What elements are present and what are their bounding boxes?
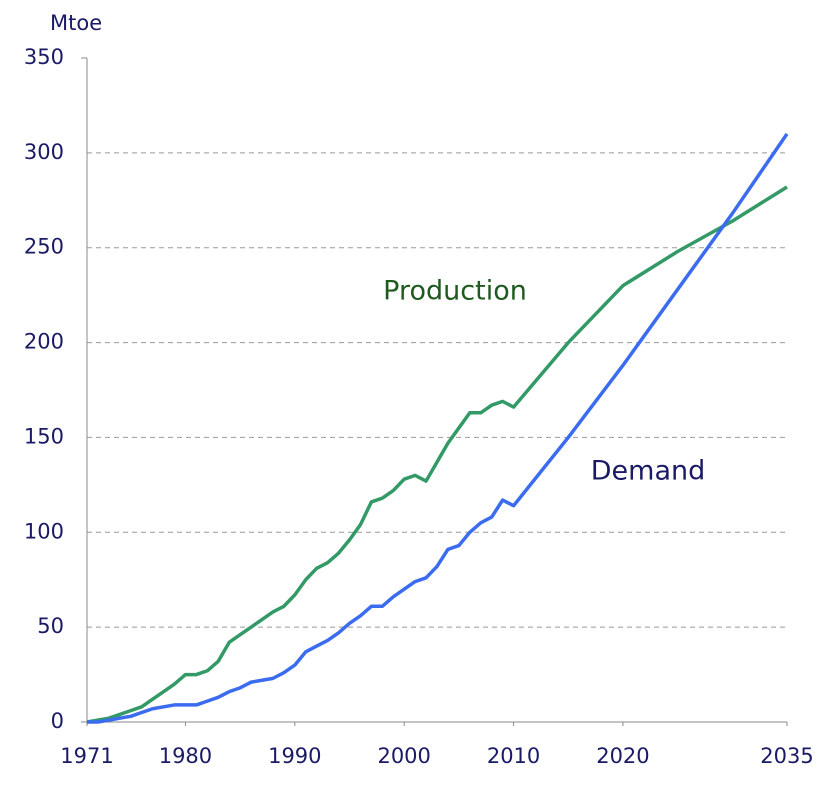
y-tick-label: 200 xyxy=(24,330,64,354)
y-tick-label: 250 xyxy=(24,235,64,259)
y-tick-label: 100 xyxy=(24,519,64,543)
series-line xyxy=(86,185,788,724)
y-tick-label: 350 xyxy=(24,45,64,69)
x-tick-label: 2010 xyxy=(487,744,540,768)
x-tick-label: 1980 xyxy=(159,744,212,768)
y-axis-label: Mtoe xyxy=(50,11,102,35)
y-tick-label: 50 xyxy=(37,614,64,638)
x-tick-label: 1990 xyxy=(268,744,321,768)
x-tick-label: 1971 xyxy=(60,744,113,768)
series-line xyxy=(87,132,789,724)
y-tick-label: 0 xyxy=(51,709,64,733)
y-tick-label: 150 xyxy=(24,424,64,448)
annotation: Production xyxy=(383,276,527,307)
y-tick-label: 300 xyxy=(24,140,64,164)
x-tick-label: 2035 xyxy=(760,744,813,768)
annotation: Demand xyxy=(591,456,706,487)
x-tick-label: 2000 xyxy=(377,744,430,768)
x-tick-label: 2020 xyxy=(596,744,649,768)
